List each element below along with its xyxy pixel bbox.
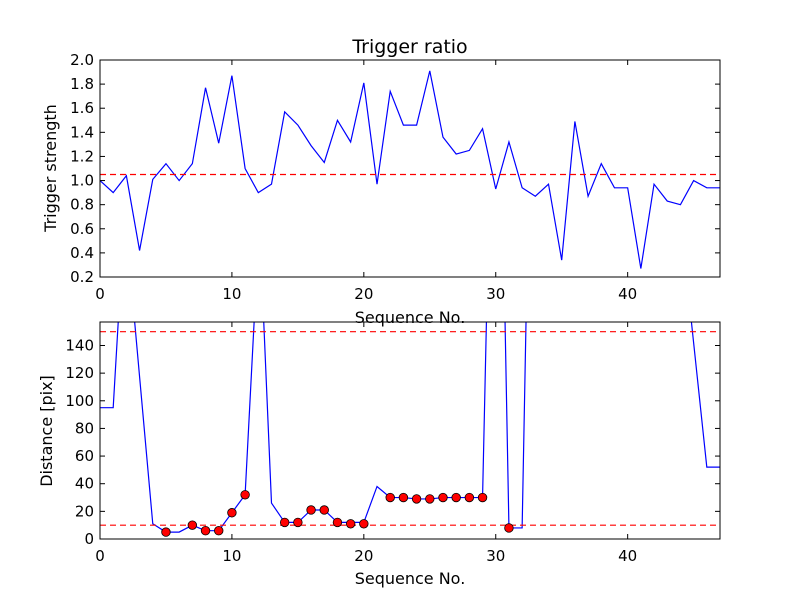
y-tick-label: 80 (75, 419, 94, 437)
series-line (100, 70, 720, 269)
x-tick-label: 10 (222, 285, 241, 303)
data-marker (200, 526, 211, 536)
data-marker (240, 490, 250, 500)
y-tick-label: 120 (65, 364, 94, 382)
data-marker (345, 519, 356, 529)
data-marker (214, 526, 224, 536)
data-marker (464, 492, 475, 503)
distance-panel: Sequence No. Distance [pix] 0 10 20 30 40 0 20… (37, 321, 721, 588)
x-axis-label: Sequence No. (355, 569, 466, 588)
data-marker (385, 492, 395, 503)
data-marker (332, 517, 343, 528)
data-marker (477, 492, 488, 503)
x-axis-label: Sequence No. (355, 308, 466, 327)
plot-frame (99, 59, 721, 278)
y-tick-label: 0.2 (70, 268, 94, 286)
y-tick-label: 20 (75, 502, 94, 520)
y-tick-label: 40 (75, 475, 94, 493)
y-axis-label: Trigger strength (41, 104, 60, 233)
x-tick-label: 20 (354, 547, 373, 565)
y-tick-label: 1.2 (70, 147, 94, 165)
chart-title: Trigger ratio (351, 36, 467, 58)
data-marker (306, 505, 316, 515)
data-marker (227, 508, 237, 518)
plot-frame (99, 321, 721, 540)
x-tick-label: 30 (486, 547, 505, 565)
y-tick-label: 60 (75, 447, 94, 465)
trigger-ratio-panel: Trigger ratio Sequence No. Trigger stren… (41, 36, 721, 327)
data-marker (398, 492, 409, 503)
data-marker (411, 494, 422, 504)
data-marker (359, 519, 369, 529)
x-tick-label: 20 (354, 285, 373, 303)
data-marker (279, 517, 290, 528)
y-tick-label: 0.4 (70, 244, 94, 262)
x-tick-label: 40 (618, 285, 637, 303)
data-marker (425, 494, 435, 504)
y-tick-label: 1.0 (70, 172, 94, 190)
y-tick-label: 100 (65, 392, 94, 410)
x-tick-label: 10 (222, 547, 241, 565)
y-tick-label: 0 (84, 530, 94, 548)
data-marker (319, 505, 329, 515)
x-tick-label: 30 (486, 285, 505, 303)
y-tick-label: 0.8 (70, 196, 94, 214)
data-marker (293, 517, 303, 528)
x-tick-label: 0 (95, 285, 105, 303)
x-tick-label: 40 (618, 547, 637, 565)
data-marker (161, 527, 171, 537)
y-tick-label: 1.8 (70, 75, 94, 93)
data-marker (187, 520, 198, 530)
y-tick-label: 0.6 (70, 220, 94, 238)
data-marker (438, 492, 448, 503)
data-marker (451, 492, 461, 503)
y-axis-label: Distance [pix] (37, 375, 56, 487)
y-tick-label: 140 (65, 336, 94, 354)
series-line (100, 322, 720, 533)
data-marker (504, 523, 514, 533)
y-tick-label: 1.6 (70, 99, 94, 117)
y-tick-label: 2.0 (70, 51, 94, 69)
y-tick-label: 1.4 (70, 123, 94, 141)
x-tick-label: 0 (95, 547, 105, 565)
